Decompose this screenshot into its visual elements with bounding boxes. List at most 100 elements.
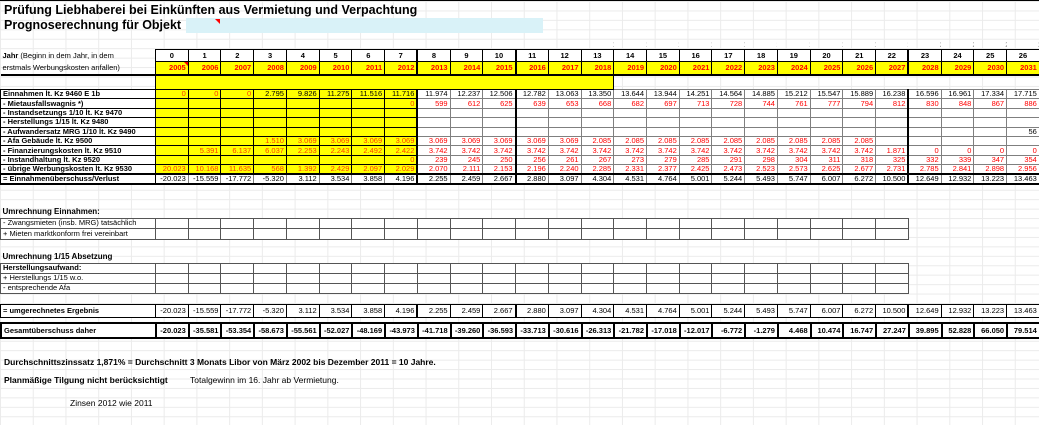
year-index-cell[interactable]: 3	[253, 49, 287, 62]
year-index-cell[interactable]: 14	[613, 49, 648, 62]
cell-mieten_marktkonform-2012[interactable]	[384, 227, 418, 240]
cell-herstellung-2019[interactable]	[613, 117, 648, 128]
cell-herstellung_115-2024[interactable]	[776, 272, 811, 284]
cell-mietausfall-2031[interactable]: 886	[1006, 98, 1039, 109]
cell-ueberschuss-2019[interactable]: 4.531	[613, 173, 648, 186]
cell-gesamt-2031[interactable]: 79.514	[1006, 322, 1039, 339]
cell-einnahmen-2006[interactable]: 0	[187, 88, 222, 100]
year-index-cell[interactable]: 9	[449, 49, 484, 62]
cell-herstellung-2020[interactable]	[646, 117, 680, 128]
row-label-instandsetzung[interactable]: - Instandsetzungs 1/10 lt. Kz 9470	[0, 107, 156, 119]
cell-herstellung_115-2006[interactable]	[187, 272, 222, 284]
year-cell[interactable]: 2023	[744, 61, 778, 76]
cell-aufwandersatz-2007[interactable]	[220, 126, 255, 137]
cell-uebrige-2026[interactable]: 2.677	[842, 164, 877, 175]
year-index-cell[interactable]: 26	[1006, 49, 1039, 62]
cell-instandsetzung-2009[interactable]	[285, 107, 320, 119]
cell-instandsetzung-2026[interactable]	[842, 107, 877, 119]
cell-mieten_marktkonform-2020[interactable]	[646, 227, 680, 240]
row-label-ueberschuss[interactable]: = Einnahmenüberschuss/Verlust	[0, 173, 156, 186]
cell-herstellungsaufwand-2009[interactable]	[285, 262, 320, 274]
cell-ueberschuss-2014[interactable]: 2.459	[449, 173, 484, 186]
cell-entsprechende_afa-2018[interactable]	[580, 282, 615, 294]
cell-mietausfall-2005[interactable]	[155, 98, 189, 109]
cell-herstellung_115-2010[interactable]	[318, 272, 353, 284]
cell-gesamt-2011[interactable]: -48.169	[351, 322, 387, 339]
cell-aufwandersatz-2006[interactable]	[187, 126, 222, 137]
cell-instandsetzung-2015[interactable]	[482, 107, 517, 119]
cell-mieten_marktkonform-2017[interactable]	[547, 227, 582, 240]
cell-einnahmen-2026[interactable]: 15.889	[842, 88, 877, 100]
cell-zwangsmieten-2012[interactable]	[384, 217, 418, 229]
cell-herstellung-2007[interactable]	[220, 117, 255, 128]
cell-gesamt-2015[interactable]: -36.593	[482, 322, 518, 339]
cell-herstellung_115-2014[interactable]	[449, 272, 484, 284]
cell-aufwandersatz-2005[interactable]	[155, 126, 189, 137]
cell-afa-2012[interactable]: 3.069	[384, 135, 418, 147]
cell-uebrige-2024[interactable]: 2.573	[776, 164, 811, 175]
cell-einnahmen-2011[interactable]: 11.516	[351, 88, 386, 100]
cell-instandhaltung-2024[interactable]: 304	[776, 154, 811, 166]
cell-ueberschuss-2009[interactable]: 3.112	[285, 173, 320, 186]
cell-mietausfall-2013[interactable]: 599	[416, 98, 451, 109]
cell-instandhaltung-2012[interactable]: 0	[384, 154, 418, 166]
cell-ueberschuss-2006[interactable]: -15.559	[187, 173, 222, 186]
cell-aufwandersatz-2021[interactable]	[678, 126, 713, 137]
cell-ueberschuss-2011[interactable]: 3.858	[351, 173, 386, 186]
cell-gesamt-2009[interactable]: -55.561	[285, 322, 321, 339]
cell-ueberschuss-2005[interactable]: -20.023	[155, 173, 189, 186]
cell-herstellung_115-2008[interactable]	[253, 272, 287, 284]
cell-instandhaltung-2021[interactable]: 285	[678, 154, 713, 166]
cell-mietausfall-2015[interactable]: 625	[482, 98, 517, 109]
cell-umgerechnet-2009[interactable]: 3.112	[285, 304, 320, 318]
cell-herstellung-2026[interactable]	[842, 117, 877, 128]
cell-einnahmen-2028[interactable]: 16.596	[907, 88, 942, 100]
cell-herstellung_115-2013[interactable]	[416, 272, 451, 284]
cell-herstellung-2006[interactable]	[187, 117, 222, 128]
cell-zwangsmieten-2026[interactable]	[842, 217, 877, 229]
year-cell[interactable]: 2021	[678, 61, 713, 76]
cell-finanzierung-2027[interactable]: 1.871	[875, 145, 909, 156]
cell-mieten_marktkonform-2007[interactable]	[220, 227, 255, 240]
cell-mietausfall-2010[interactable]	[318, 98, 353, 109]
year-index-cell[interactable]: 19	[776, 49, 811, 62]
year-index-cell[interactable]: 1	[187, 49, 222, 62]
cell-umgerechnet-2008[interactable]: -5.320	[253, 304, 287, 318]
cell-afa-2006[interactable]	[187, 135, 222, 147]
year-cell[interactable]: 2019	[613, 61, 648, 76]
cell-uebrige-2013[interactable]: 2.070	[416, 164, 451, 175]
cell-instandhaltung-2029[interactable]: 339	[940, 154, 975, 166]
cell-ueberschuss-2020[interactable]: 4.764	[646, 173, 680, 186]
cell-instandsetzung-2028[interactable]	[907, 107, 942, 119]
cell-einnahmen-2025[interactable]: 15.547	[809, 88, 844, 100]
cell-gesamt-2020[interactable]: -17.018	[646, 322, 681, 339]
cell-herstellung-2012[interactable]	[384, 117, 418, 128]
cell-herstellung_115-2015[interactable]	[482, 272, 517, 284]
cell-gesamt-2006[interactable]: -35.581	[187, 322, 223, 339]
cell-uebrige-2008[interactable]: 568	[253, 164, 287, 175]
cell-uebrige-2029[interactable]: 2.841	[940, 164, 975, 175]
cell-entsprechende_afa-2007[interactable]	[220, 282, 255, 294]
cell-finanzierung-2028[interactable]: 0	[907, 145, 942, 156]
cell-instandhaltung-2008[interactable]	[253, 154, 287, 166]
cell-entsprechende_afa-2026[interactable]	[842, 282, 877, 294]
cell-ueberschuss-2022[interactable]: 5.244	[711, 173, 746, 186]
row-label-finanzierung[interactable]: - Finanzierungskosten lt. Kz 9510	[0, 145, 156, 156]
cell-mietausfall-2011[interactable]	[351, 98, 386, 109]
cell-herstellung_115-2018[interactable]	[580, 272, 615, 284]
cell-herstellungsaufwand-2013[interactable]	[416, 262, 451, 274]
cell-mieten_marktkonform-2024[interactable]	[776, 227, 811, 240]
cell-einnahmen-2013[interactable]: 11.974	[416, 88, 451, 100]
cell-mietausfall-2012[interactable]: 0	[384, 98, 418, 109]
cell-instandsetzung-2021[interactable]	[678, 107, 713, 119]
cell-umgerechnet-2028[interactable]: 12.649	[907, 304, 942, 318]
cell-afa-2014[interactable]: 3.069	[449, 135, 484, 147]
cell-mieten_marktkonform-2021[interactable]	[678, 227, 713, 240]
cell-ueberschuss-2016[interactable]: 2.880	[514, 173, 549, 186]
cell-mieten_marktkonform-2014[interactable]	[449, 227, 484, 240]
year-index-cell[interactable]: 12	[547, 49, 582, 62]
cell-aufwandersatz-2030[interactable]	[973, 126, 1008, 137]
cell-mietausfall-2025[interactable]: 777	[809, 98, 844, 109]
year-index-cell[interactable]: 5	[318, 49, 353, 62]
cell-uebrige-2022[interactable]: 2.473	[711, 164, 746, 175]
